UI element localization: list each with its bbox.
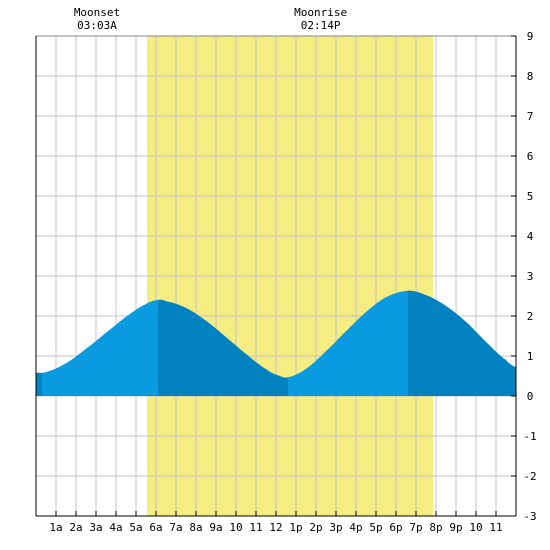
- x-tick-label: 7a: [169, 521, 182, 534]
- y-tick-label: -1: [523, 430, 536, 443]
- x-tick-label: 8p: [429, 521, 442, 534]
- x-tick-label: 12: [269, 521, 282, 534]
- moonset-annotation: Moonset 03:03A: [74, 6, 120, 32]
- y-tick-label: 3: [527, 270, 534, 283]
- x-tick-label: 1p: [289, 521, 302, 534]
- moonset-label: Moonset: [74, 6, 120, 19]
- x-tick-label: 10: [229, 521, 242, 534]
- y-tick-label: 4: [527, 230, 534, 243]
- y-tick-label: -3: [523, 510, 536, 523]
- grid-lines: [36, 36, 516, 516]
- tide-area-shade: [158, 299, 288, 396]
- x-tick-label: 9a: [209, 521, 222, 534]
- y-tick-label: 9: [527, 30, 534, 43]
- moonrise-annotation: Moonrise 02:14P: [294, 6, 347, 32]
- y-tick-label: 7: [527, 110, 534, 123]
- y-tick-label: 1: [527, 350, 534, 363]
- x-tick-label: 11: [489, 521, 502, 534]
- x-tick-label: 2a: [69, 521, 82, 534]
- y-tick-label: 8: [527, 70, 534, 83]
- x-tick-label: 3a: [89, 521, 102, 534]
- moonset-time: 03:03A: [77, 19, 117, 32]
- moonrise-label: Moonrise: [294, 6, 347, 19]
- y-axis-ticks: -3 -2 -1 0 1 2 3 4 5 6 7 8 9: [511, 30, 537, 523]
- tide-area-shade: [408, 290, 516, 396]
- tide-area: [36, 290, 516, 396]
- x-tick-label: 4p: [349, 521, 362, 534]
- y-tick-label: 6: [527, 150, 534, 163]
- x-tick-label: 5a: [129, 521, 142, 534]
- x-tick-label: 2p: [309, 521, 322, 534]
- x-tick-label: 3p: [329, 521, 342, 534]
- y-tick-label: 2: [527, 310, 534, 323]
- y-tick-label: -2: [523, 470, 536, 483]
- x-tick-label: 6a: [149, 521, 162, 534]
- y-tick-label: 0: [527, 390, 534, 403]
- x-tick-label: 7p: [409, 521, 422, 534]
- x-tick-label: 9p: [449, 521, 462, 534]
- y-tick-label: 5: [527, 190, 534, 203]
- tide-area-fill: [36, 290, 516, 396]
- x-axis-ticks: 1a 2a 3a 4a 5a 6a 7a 8a 9a 10 11 12 1p 2p 3p 4p 5p 6p 7p 8p…: [49, 511, 503, 534]
- x-tick-label: 1a: [49, 521, 62, 534]
- x-tick-label: 4a: [109, 521, 122, 534]
- x-tick-label: 8a: [189, 521, 202, 534]
- tide-area-shade: [36, 372, 42, 396]
- x-tick-label: 6p: [389, 521, 402, 534]
- moonrise-time: 02:14P: [301, 19, 341, 32]
- x-tick-label: 5p: [369, 521, 382, 534]
- x-tick-label: 10: [469, 521, 482, 534]
- x-tick-label: 11: [249, 521, 262, 534]
